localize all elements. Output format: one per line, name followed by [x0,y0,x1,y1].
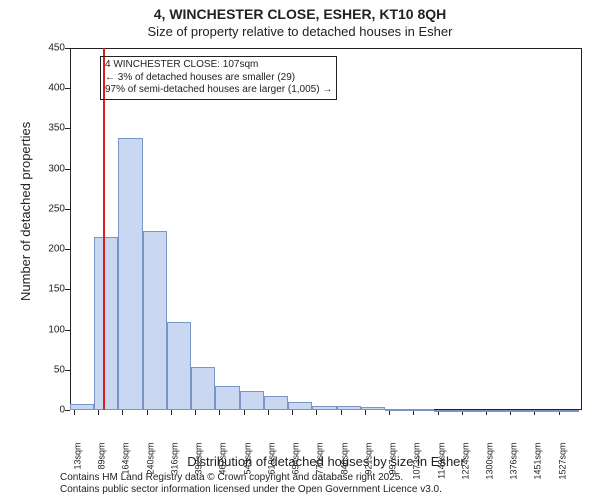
y-axis-label: Number of detached properties [18,122,33,301]
histogram-bar [434,410,458,412]
y-tick-mark [65,48,70,49]
x-tick-mark [74,410,75,415]
histogram-bar [458,410,482,412]
annotation-line: 4 WINCHESTER CLOSE: 107sqm [105,59,332,72]
histogram-bar [482,410,506,412]
y-tick-mark [65,410,70,411]
histogram-bar [554,410,578,412]
histogram-bar [191,367,215,410]
histogram-bar [506,410,530,412]
histogram-bar [167,322,191,410]
x-tick-label: 770sqm [316,443,325,487]
x-tick-mark [268,410,269,415]
y-tick-label: 400 [35,83,65,94]
histogram-bar [312,406,336,410]
y-tick-label: 250 [35,203,65,214]
y-tick-label: 300 [35,163,65,174]
y-tick-mark [65,169,70,170]
y-tick-mark [65,289,70,290]
x-tick-label: 164sqm [122,443,131,487]
y-tick-label: 0 [35,405,65,416]
x-tick-label: 13sqm [74,443,83,487]
x-tick-mark [341,410,342,415]
x-tick-label: 392sqm [195,443,204,487]
annotation-line: ← 3% of detached houses are smaller (29) [105,72,332,85]
y-tick-mark [65,249,70,250]
y-tick-mark [65,88,70,89]
x-tick-mark [122,410,123,415]
histogram-bar [264,396,288,410]
y-tick-label: 50 [35,364,65,375]
histogram-bar [215,386,239,410]
x-tick-mark [219,410,220,415]
x-tick-mark [292,410,293,415]
x-tick-mark [244,410,245,415]
chart-frame: 4, WINCHESTER CLOSE, ESHER, KT10 8QH Siz… [0,0,600,500]
x-tick-label: 316sqm [171,443,180,487]
histogram-bar [409,409,433,411]
histogram-bar [337,406,361,410]
histogram-bar [94,237,118,410]
y-tick-label: 200 [35,244,65,255]
y-tick-label: 450 [35,43,65,54]
x-tick-label: 89sqm [98,443,107,487]
y-tick-mark [65,370,70,371]
y-tick-mark [65,330,70,331]
x-tick-label: 1527sqm [558,443,567,487]
histogram-bar [361,407,385,410]
x-tick-label: 240sqm [146,443,155,487]
footer-line-1: Contains HM Land Registry data © Crown c… [60,472,403,483]
x-tick-mark [147,410,148,415]
y-tick-label: 100 [35,324,65,335]
x-tick-mark [316,410,317,415]
chart-subtitle: Size of property relative to detached ho… [0,24,600,39]
x-tick-label: 1224sqm [461,443,470,487]
x-tick-label: 467sqm [219,443,228,487]
marker-line [103,48,105,410]
x-tick-label: 543sqm [243,443,252,487]
x-tick-label: 694sqm [292,443,301,487]
histogram-bar [143,231,167,410]
x-tick-mark [365,410,366,415]
x-tick-label: 997sqm [389,443,398,487]
x-tick-label: 619sqm [268,443,277,487]
histogram-bar [288,402,312,410]
histogram-bar [385,409,409,411]
x-tick-label: 1376sqm [510,443,519,487]
annotation-box: 4 WINCHESTER CLOSE: 107sqm← 3% of detach… [100,56,337,100]
x-tick-label: 921sqm [364,443,373,487]
histogram-bar [118,138,142,410]
chart-title: 4, WINCHESTER CLOSE, ESHER, KT10 8QH [0,6,600,22]
x-tick-label: 1073sqm [413,443,422,487]
annotation-line: 97% of semi-detached houses are larger (… [105,84,332,97]
x-tick-mark [171,410,172,415]
y-tick-mark [65,209,70,210]
y-tick-label: 350 [35,123,65,134]
x-tick-label: 1149sqm [437,443,446,487]
histogram-bar [70,404,94,410]
x-tick-label: 1300sqm [486,443,495,487]
histogram-bar [530,410,554,412]
histogram-bar [240,391,264,410]
x-tick-label: 846sqm [340,443,349,487]
x-tick-mark [195,410,196,415]
y-tick-label: 150 [35,284,65,295]
x-tick-label: 1451sqm [534,443,543,487]
x-tick-mark [98,410,99,415]
y-tick-mark [65,128,70,129]
